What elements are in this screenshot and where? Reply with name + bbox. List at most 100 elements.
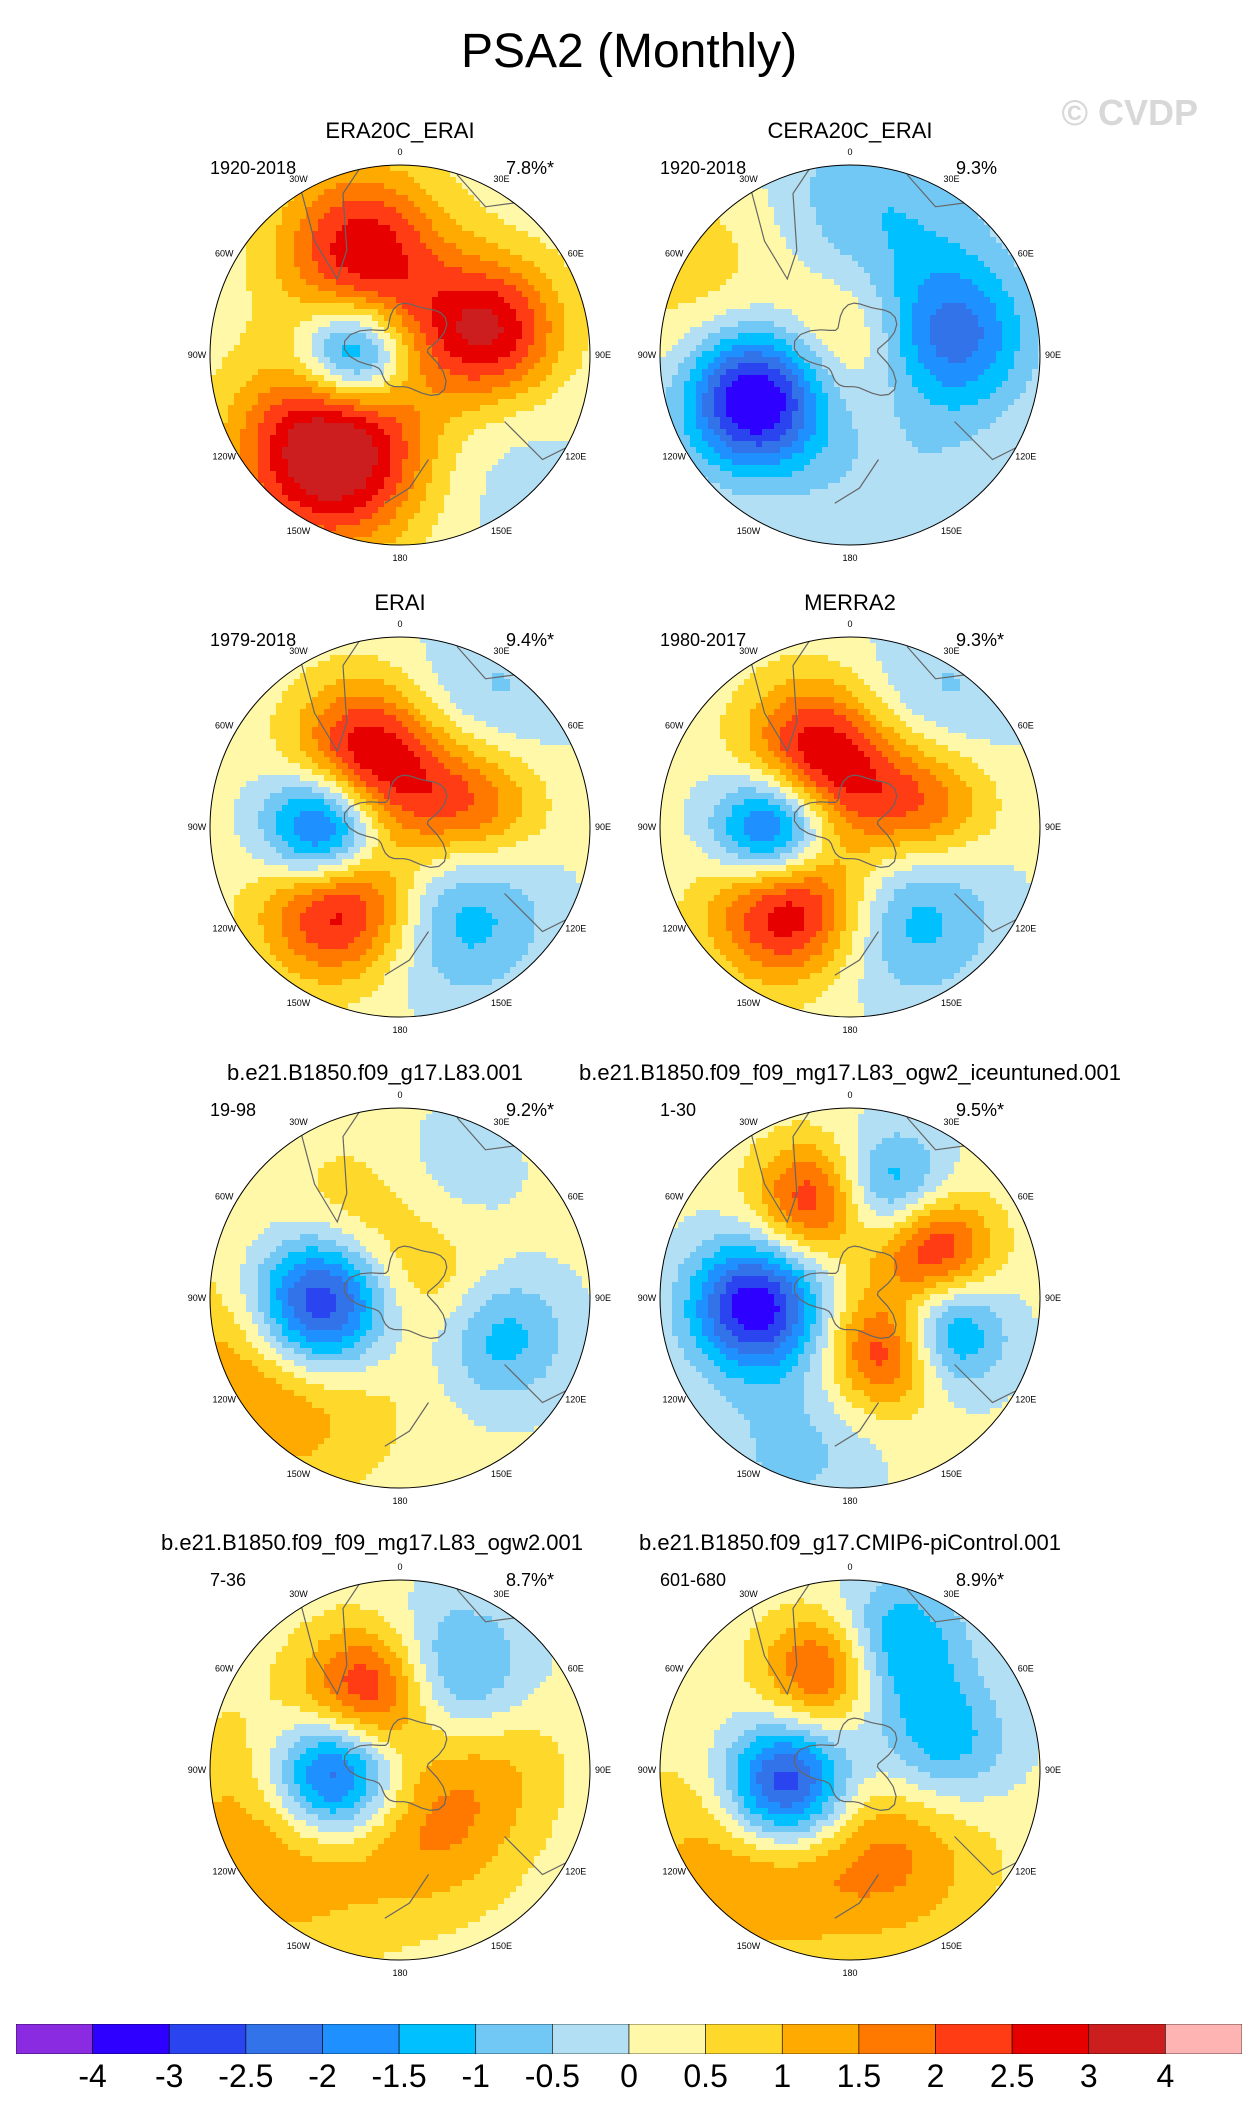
panel-percent-variance: 8.7%* bbox=[506, 1570, 554, 1591]
longitude-label: 90W bbox=[638, 1293, 657, 1303]
panel-percent-variance: 8.9%* bbox=[956, 1570, 1004, 1591]
colorbar-swatch bbox=[552, 2024, 630, 2054]
antarctica-coastline bbox=[793, 774, 898, 869]
colorbar-tick-label: -4 bbox=[78, 2058, 106, 2095]
new-zealand-coastline bbox=[834, 931, 879, 976]
colorbar-swatch bbox=[245, 2024, 323, 2054]
panel-title: MERRA2 bbox=[804, 590, 896, 616]
longitude-label: 150W bbox=[737, 998, 761, 1008]
colorbar-swatch bbox=[168, 2024, 247, 2054]
panel-years: 19-98 bbox=[210, 1100, 256, 1121]
new-zealand-coastline bbox=[384, 931, 429, 976]
south-america-coastline bbox=[744, 165, 813, 281]
panel-percent-variance: 9.4%* bbox=[506, 630, 554, 651]
panel-percent-variance: 9.3% bbox=[956, 158, 997, 179]
colorbar-swatch bbox=[705, 2024, 783, 2054]
longitude-label: 30E bbox=[943, 174, 959, 184]
longitude-label: 30W bbox=[739, 174, 758, 184]
africa-coastline bbox=[906, 174, 965, 208]
south-america-coastline bbox=[294, 165, 363, 281]
longitude-label: 30E bbox=[493, 1117, 509, 1127]
psa2-field bbox=[210, 637, 590, 1017]
longitude-label: 60E bbox=[568, 1192, 584, 1202]
colorbar-tick-label: -1.5 bbox=[372, 2058, 427, 2095]
longitude-label: 120W bbox=[212, 1395, 236, 1405]
longitude-label: 120W bbox=[662, 1867, 686, 1877]
colorbar bbox=[16, 2024, 1242, 2054]
longitude-label: 30W bbox=[739, 1117, 758, 1127]
longitude-label: 90W bbox=[638, 822, 657, 832]
polar-map: 0 30E 60E 90E 120E 150E 180 150W 120W 90W 60W 30W bbox=[638, 619, 1061, 1035]
longitude-label: 30W bbox=[289, 1589, 308, 1599]
longitude-label: 90E bbox=[595, 822, 611, 832]
panel-years: 1920-2018 bbox=[210, 158, 296, 179]
colorbar-tick-label: 0 bbox=[620, 2058, 638, 2095]
colorbar-swatch bbox=[1165, 2024, 1242, 2054]
colorbar-tick-label: -3 bbox=[155, 2058, 183, 2095]
polar-map: 0 30E 60E 90E 120E 150E 180 150W 120W 90W 60W 30W bbox=[188, 619, 611, 1035]
longitude-label: 90E bbox=[595, 1293, 611, 1303]
new-zealand-coastline bbox=[834, 1402, 879, 1447]
polar-map: 0 30E 60E 90E 120E 150E 180 150W 120W 90W 60W 30W bbox=[638, 1090, 1061, 1506]
antarctica-coastline bbox=[343, 302, 448, 397]
longitude-label: 120W bbox=[662, 924, 686, 934]
longitude-label: 180 bbox=[842, 553, 857, 563]
colorbar-tick-label: -2 bbox=[308, 2058, 336, 2095]
colorbar-swatch bbox=[322, 2024, 400, 2054]
south-america-coastline bbox=[744, 637, 813, 753]
longitude-label: 120E bbox=[565, 1395, 586, 1405]
antarctica-coastline bbox=[793, 302, 898, 397]
longitude-label: 150W bbox=[287, 526, 311, 536]
longitude-label: 90E bbox=[1045, 350, 1061, 360]
longitude-label: 60W bbox=[215, 1664, 234, 1674]
longitude-label: 150W bbox=[287, 1941, 311, 1951]
colorbar-tick-label: -2.5 bbox=[218, 2058, 273, 2095]
polar-map: 0 30E 60E 90E 120E 150E 180 150W 120W 90W 60W 30W bbox=[188, 1562, 611, 1978]
longitude-label: 30W bbox=[739, 1589, 758, 1599]
longitude-label: 60E bbox=[568, 1664, 584, 1674]
longitude-label: 90W bbox=[188, 822, 207, 832]
longitude-label: 30E bbox=[943, 646, 959, 656]
polar-map: 0 30E 60E 90E 120E 150E 180 150W 120W 90W 60W 30W bbox=[638, 1562, 1061, 1978]
longitude-label: 0 bbox=[847, 147, 852, 157]
longitude-label: 90E bbox=[1045, 822, 1061, 832]
longitude-label: 150W bbox=[737, 1469, 761, 1479]
panel-years: 1-30 bbox=[660, 1100, 696, 1121]
longitude-label: 30W bbox=[289, 646, 308, 656]
panel-years: 601-680 bbox=[660, 1570, 726, 1591]
longitude-label: 120W bbox=[212, 452, 236, 462]
map-boundary bbox=[209, 1579, 591, 1961]
panel-title: ERA20C_ERAI bbox=[325, 118, 474, 144]
longitude-label: 180 bbox=[842, 1968, 857, 1978]
longitude-label: 60E bbox=[1018, 1664, 1034, 1674]
longitude-label: 150E bbox=[491, 1469, 512, 1479]
panel-title: b.e21.B1850.f09_f09_mg17.L83_ogw2.001 bbox=[161, 1530, 583, 1556]
colorbar-swatch bbox=[628, 2024, 706, 2054]
longitude-label: 150E bbox=[491, 526, 512, 536]
longitude-label: 30E bbox=[493, 646, 509, 656]
panel-percent-variance: 9.2%* bbox=[506, 1100, 554, 1121]
longitude-label: 0 bbox=[847, 1090, 852, 1100]
longitude-label: 120W bbox=[212, 1867, 236, 1877]
longitude-label: 180 bbox=[842, 1025, 857, 1035]
new-zealand-coastline bbox=[384, 459, 429, 504]
longitude-label: 60E bbox=[1018, 249, 1034, 259]
longitude-label: 30E bbox=[943, 1117, 959, 1127]
africa-coastline bbox=[456, 646, 515, 680]
psa2-field bbox=[210, 1108, 590, 1488]
longitude-label: 90W bbox=[188, 1293, 207, 1303]
colorbar-swatch bbox=[935, 2024, 1013, 2054]
panel-title: ERAI bbox=[374, 590, 425, 616]
longitude-label: 90W bbox=[188, 350, 207, 360]
colorbar-tick-label: 4 bbox=[1156, 2058, 1174, 2095]
africa-coastline bbox=[456, 174, 515, 208]
longitude-label: 150W bbox=[737, 526, 761, 536]
longitude-label: 60W bbox=[665, 249, 684, 259]
panel-percent-variance: 9.3%* bbox=[956, 630, 1004, 651]
map-boundary bbox=[659, 164, 1041, 546]
new-zealand-coastline bbox=[834, 1874, 879, 1919]
colorbar-swatch bbox=[16, 2024, 93, 2054]
polar-map: 0 30E 60E 90E 120E 150E 180 150W 120W 90W 60W 30W bbox=[188, 1090, 611, 1506]
panel-percent-variance: 7.8%* bbox=[506, 158, 554, 179]
longitude-label: 30W bbox=[289, 174, 308, 184]
